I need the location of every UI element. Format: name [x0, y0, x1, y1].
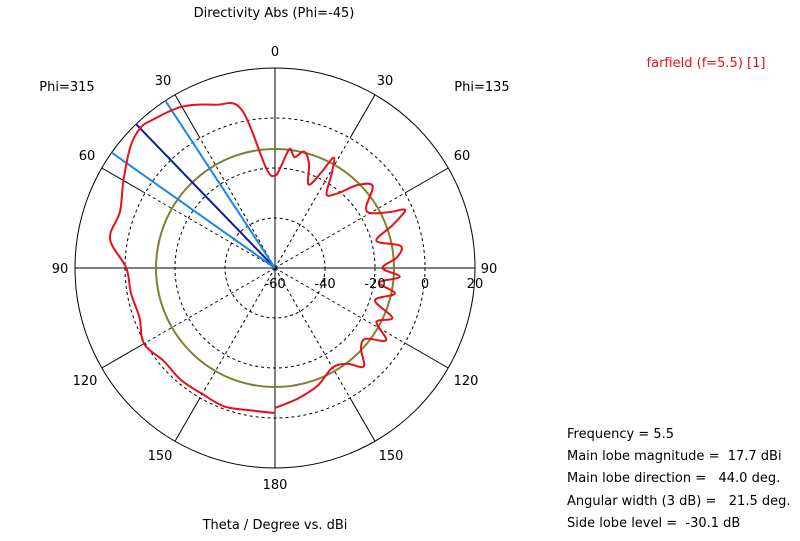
- grid-spoke-outer: [404, 342, 449, 369]
- angle-labels: 0 30 60 90 120 150 180 150 120 90 60 30 -60 -40 -20 0 20: [52, 45, 498, 493]
- radial-tick-label: -40: [314, 277, 335, 292]
- grid-spoke: [274, 137, 351, 269]
- angle-label-left-90: 90: [52, 262, 69, 277]
- grid-spoke: [274, 192, 406, 269]
- angle-label-0: 0: [271, 45, 279, 60]
- stat-frequency: Frequency = 5.5: [567, 427, 674, 442]
- main-lobe-line: [135, 123, 276, 269]
- left-half-label: Phi=315: [39, 80, 94, 95]
- legend-entry: farfield (f=5.5) [1]: [647, 56, 766, 71]
- grid-spoke: [274, 267, 351, 399]
- radial-tick-label: -20: [364, 277, 385, 292]
- stats-panel: Frequency = 5.5 Main lobe magnitude = 17…: [567, 424, 791, 535]
- angle-label-left-30: 30: [155, 74, 172, 89]
- grid-spoke: [199, 137, 276, 269]
- radial-tick-label: 0: [421, 277, 429, 292]
- angle-label-180: 180: [263, 478, 288, 493]
- radial-tick-label: -60: [264, 277, 285, 292]
- angle-label-right-30: 30: [377, 74, 394, 89]
- radial-tick-label: 20: [467, 277, 484, 292]
- stat-angular-width: Angular width (3 dB) = 21.5 deg.: [567, 493, 791, 509]
- angle-label-left-60: 60: [79, 149, 96, 164]
- grid-spoke: [144, 267, 276, 344]
- main-lobe-lines: [111, 100, 276, 269]
- main-lobe-line: [164, 100, 276, 269]
- angle-label-right-120: 120: [454, 374, 479, 389]
- grid-spoke-outer: [174, 397, 201, 442]
- angle-label-left-150: 150: [148, 449, 173, 464]
- grid-spoke-outer: [101, 342, 146, 369]
- grid-spoke: [144, 192, 276, 269]
- angle-label-right-150: 150: [379, 449, 404, 464]
- grid-spoke: [274, 267, 406, 344]
- stat-side-lobe-level: Side lobe level = -30.1 dB: [567, 515, 741, 531]
- angle-label-right-60: 60: [454, 149, 471, 164]
- angle-label-right-90: 90: [481, 262, 498, 277]
- grid-spoke: [199, 267, 276, 399]
- side-lobe-circle: [155, 148, 395, 388]
- x-axis-label: Theta / Degree vs. dBi: [202, 518, 348, 533]
- grid-spoke-outer: [349, 397, 376, 442]
- farfield-curve: [108, 102, 407, 414]
- main-lobe-line: [111, 151, 276, 269]
- angle-label-left-120: 120: [73, 374, 98, 389]
- grid-spoke-outer: [349, 94, 376, 139]
- right-half-label: Phi=135: [454, 80, 509, 95]
- stat-main-lobe-direction: Main lobe direction = 44.0 deg.: [567, 471, 781, 487]
- chart-title: Directivity Abs (Phi=-45): [194, 6, 355, 21]
- grid-spoke-outer: [174, 94, 201, 139]
- stat-main-lobe-magnitude: Main lobe magnitude = 17.7 dBi: [567, 449, 782, 465]
- grid-spoke-outer: [404, 167, 449, 194]
